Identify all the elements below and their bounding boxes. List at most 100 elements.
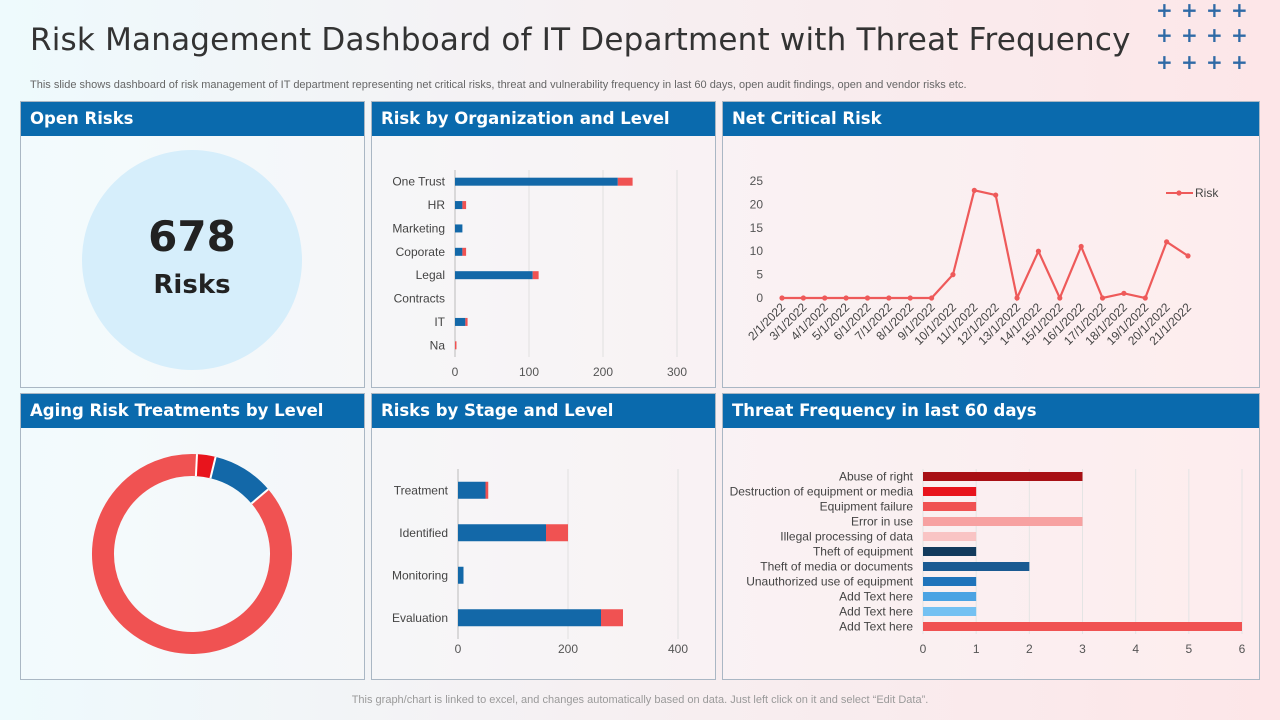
category-label: Monitoring <box>392 568 448 582</box>
category-label: Theft of equipment <box>813 545 914 559</box>
x-tick-label: 0 <box>455 642 462 656</box>
category-label: Marketing <box>392 221 445 235</box>
data-point <box>822 295 828 301</box>
data-point <box>907 295 913 301</box>
x-tick-label: 3 <box>1079 642 1086 656</box>
legend-label: Risk <box>1195 186 1219 200</box>
y-tick-label: 20 <box>750 197 764 211</box>
data-point <box>886 295 892 301</box>
slice-separator <box>250 488 269 505</box>
threat-panel: Threat Frequency in last 60 days 0 1 2 3 4 5 6… <box>722 393 1260 680</box>
data-point <box>993 192 999 198</box>
category-label: Equipment failure <box>820 500 914 514</box>
y-tick-label: 25 <box>750 174 764 188</box>
open-risks-circle <box>82 150 302 370</box>
aging-title: Aging Risk Treatments by Level <box>21 394 364 428</box>
bar <box>465 317 468 326</box>
category-label: Unauthorized use of equipment <box>746 575 913 589</box>
donut-slice <box>195 454 216 479</box>
risk-by-org-panel: Risk by Organization and Level 0 100 200 30… <box>371 101 716 388</box>
x-tick-label: 6 <box>1239 642 1246 656</box>
category-label: Legal <box>416 268 445 282</box>
stage-title: Risks by Stage and Level <box>372 394 715 428</box>
x-tick-label: 1 <box>973 642 980 656</box>
category-label: IT <box>434 315 445 329</box>
bar <box>923 517 1083 526</box>
x-tick-label: 4 <box>1132 642 1139 656</box>
bar <box>455 177 618 186</box>
footer-note: This graph/chart is linked to excel, and… <box>351 694 929 706</box>
open-risks-panel: Open Risks 678 Risks <box>20 101 365 388</box>
data-point <box>950 272 956 278</box>
donut-slice <box>92 454 292 654</box>
category-label: Add Text here <box>839 620 913 634</box>
category-label: Coporate <box>396 245 446 259</box>
bar <box>923 577 977 586</box>
category-label: Destruction of equipment or media <box>730 485 914 499</box>
bar <box>458 609 601 627</box>
x-tick-label: 200 <box>593 365 613 379</box>
data-point <box>1164 239 1170 245</box>
bar <box>923 592 977 601</box>
y-tick-label: 15 <box>750 221 764 235</box>
aging-panel: Aging Risk Treatments by Level <box>20 393 365 680</box>
data-point <box>800 295 806 301</box>
category-label: HR <box>428 198 446 212</box>
data-point <box>971 187 977 193</box>
bar <box>455 201 463 210</box>
x-tick-label: 2 <box>1026 642 1033 656</box>
category-label: Contracts <box>394 292 445 306</box>
data-point <box>843 295 849 301</box>
net-critical-panel: Net Critical Risk 0 5 10 15 20 25 2/1/2022 3/1/… <box>722 101 1260 388</box>
category-label: Na <box>430 338 446 352</box>
category-label: Error in use <box>851 515 913 529</box>
bar <box>462 201 467 210</box>
net-critical-title: Net Critical Risk <box>723 102 1259 136</box>
legend-marker <box>1176 190 1182 196</box>
x-tick-label: 400 <box>668 642 688 656</box>
aging-donut-chart <box>92 454 292 654</box>
category-label: Abuse of right <box>839 470 914 484</box>
page-title: Risk Management Dashboard of IT Departme… <box>30 22 1131 58</box>
bar <box>617 177 633 186</box>
y-tick-label: 5 <box>756 268 763 282</box>
bar <box>455 247 463 256</box>
slice-separator <box>194 454 198 477</box>
open-risks-title: Open Risks <box>21 102 364 136</box>
bar <box>923 547 977 556</box>
category-label: Add Text here <box>839 590 913 604</box>
threat-title: Threat Frequency in last 60 days <box>723 394 1259 428</box>
bar <box>458 524 546 542</box>
net-critical-chart: 05101520252/1/20223/1/20224/1/20225/1/20… <box>745 174 1219 348</box>
y-tick-label: 0 <box>756 291 763 305</box>
bar <box>923 487 977 496</box>
y-tick-label: 10 <box>750 244 764 258</box>
bar <box>455 224 463 233</box>
bar <box>923 532 977 541</box>
donut-slice <box>210 456 269 504</box>
x-tick-label: 5 <box>1185 642 1192 656</box>
category-label: Add Text here <box>839 605 913 619</box>
data-point <box>864 295 871 301</box>
category-label: Illegal processing of data <box>780 530 913 544</box>
bar <box>923 472 1083 481</box>
data-point <box>1078 243 1084 250</box>
decorative-plus-grid-icon: + + + + + + + + + + + + <box>1156 0 1248 74</box>
data-point <box>1057 295 1063 301</box>
x-tick-label: 300 <box>667 365 687 379</box>
category-label: Evaluation <box>392 611 448 625</box>
bar <box>923 622 1242 631</box>
x-tick-label: 0 <box>452 365 459 379</box>
bar <box>462 247 467 256</box>
bar <box>546 524 568 542</box>
bar <box>923 502 977 511</box>
risk-by-org-title: Risk by Organization and Level <box>372 102 715 136</box>
bar <box>485 481 489 499</box>
bar <box>455 317 466 326</box>
stage-chart: 0 200 400 Treatment Identified Monitoring Eval… <box>392 469 688 656</box>
data-point <box>928 295 935 301</box>
bar <box>458 481 486 499</box>
series-line-risk <box>782 189 1189 302</box>
bar <box>532 271 539 280</box>
